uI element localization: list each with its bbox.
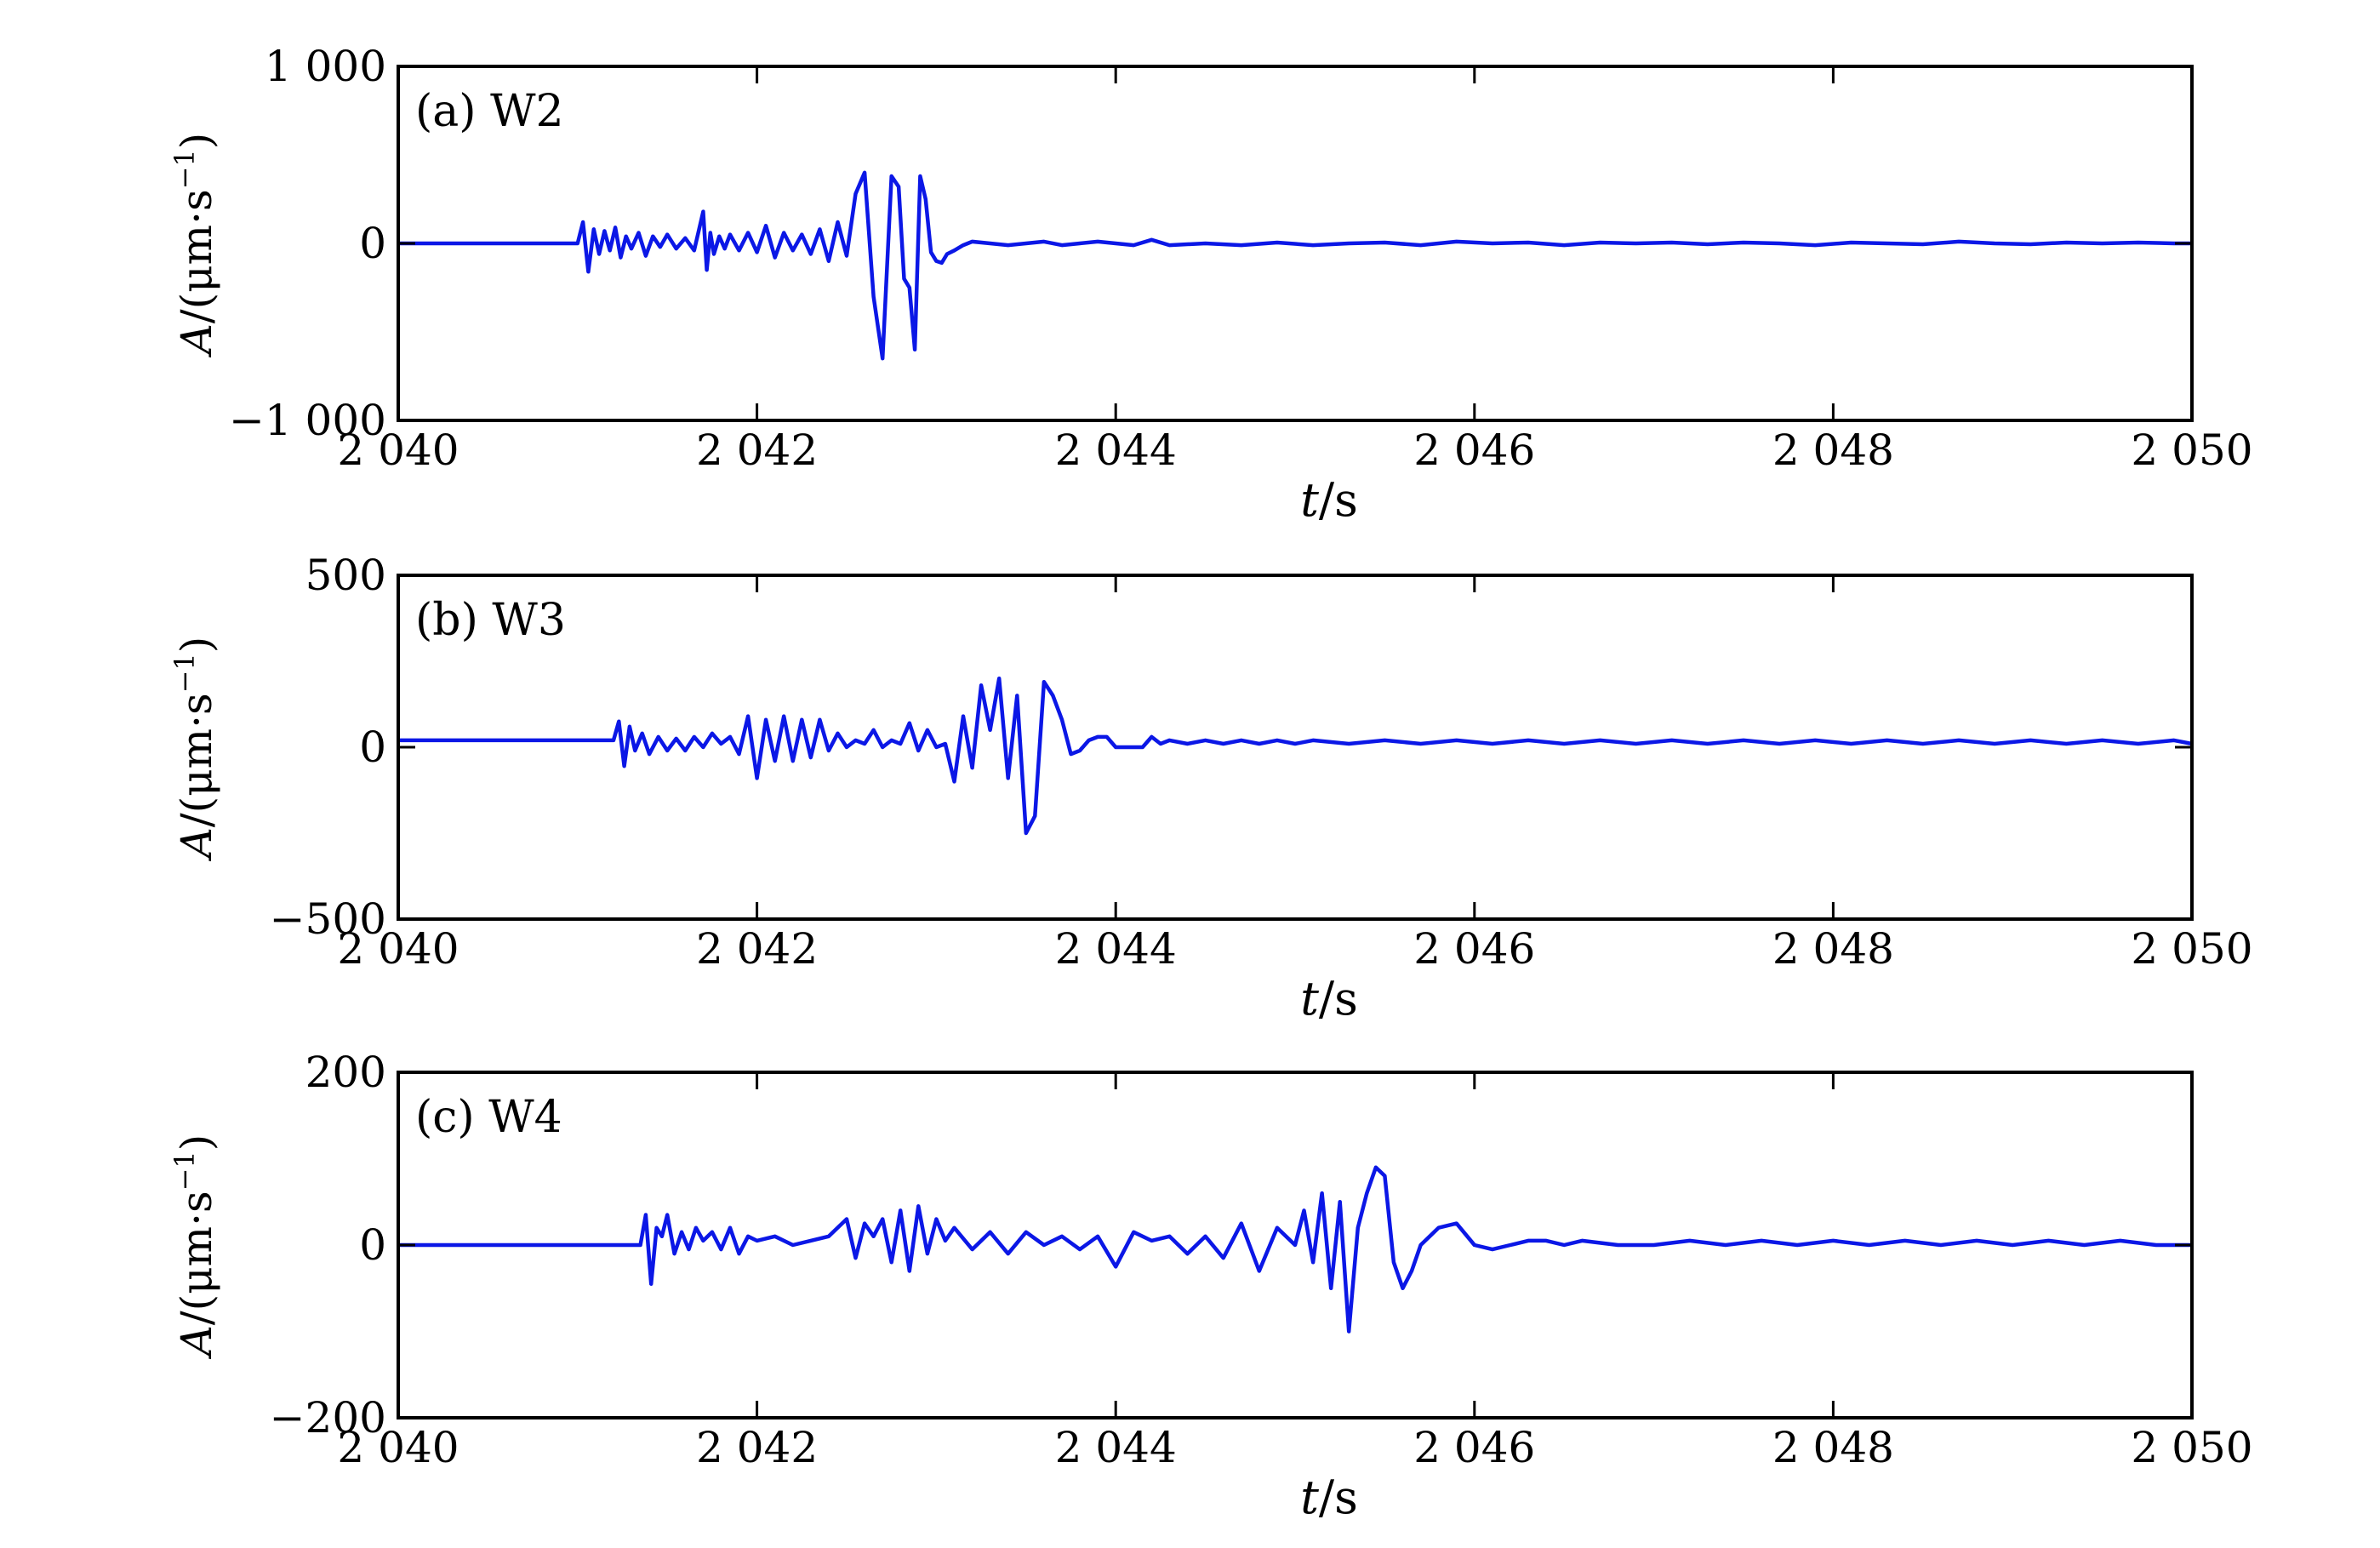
y-tick-label: 200 xyxy=(305,1048,386,1097)
y-axis-label: A/(μm·s−1) xyxy=(168,1134,221,1360)
x-tick-label: 2 046 xyxy=(1413,1423,1535,1472)
x-tick-label: 2 046 xyxy=(1413,426,1535,475)
x-tick-label: 2 048 xyxy=(1772,426,1894,475)
y-tick-label: 0 xyxy=(359,723,386,772)
x-tick-label: 2 042 xyxy=(696,1423,818,1472)
x-tick-label: 2 044 xyxy=(1055,426,1177,475)
y-axis-label: A/(μm·s−1) xyxy=(168,133,221,358)
x-axis-label: t/s xyxy=(1300,1471,1358,1524)
x-tick-label: 2 040 xyxy=(337,426,459,475)
y-tick-label: −1 000 xyxy=(229,396,386,445)
series-line xyxy=(398,170,2192,361)
series-line xyxy=(398,1165,2192,1334)
x-axis-label: t/s xyxy=(1300,473,1358,527)
x-tick-label: 2 040 xyxy=(337,1423,459,1472)
panel-label: (a) W2 xyxy=(415,86,564,137)
y-tick-label: 0 xyxy=(359,1220,386,1270)
x-tick-label: 2 040 xyxy=(337,924,459,974)
series-line xyxy=(398,676,2193,836)
panel-1: 2 040 2 042 2 044 2 046 2 048 2 050 −1 000 0 1 0… xyxy=(168,42,2253,527)
x-tick-label: 2 042 xyxy=(696,426,818,475)
panel-label: (c) W4 xyxy=(415,1092,562,1143)
y-axis-label: A/(μm·s−1) xyxy=(168,637,221,862)
panel-2: 2 040 2 042 2 044 2 046 2 048 2 050 −500 0 500 (b… xyxy=(168,551,2253,1025)
x-tick-label: 2 048 xyxy=(1772,924,1894,974)
y-tick-label: −200 xyxy=(270,1393,386,1442)
x-tick-label: 2 048 xyxy=(1772,1423,1894,1472)
y-tick-label: 1 000 xyxy=(265,42,386,91)
x-tick-label: 2 044 xyxy=(1055,1423,1177,1472)
x-tick-label: 2 050 xyxy=(2131,924,2252,974)
x-tick-label: 2 042 xyxy=(696,924,818,974)
y-tick-label: 500 xyxy=(305,551,386,600)
panel-3: 2 040 2 042 2 044 2 046 2 048 2 050 −200 0 200 (c… xyxy=(168,1048,2253,1524)
x-tick-label: 2 050 xyxy=(2131,1423,2252,1472)
panel-label: (b) W3 xyxy=(415,595,566,646)
x-tick-label: 2 050 xyxy=(2131,426,2252,475)
y-tick-label: −500 xyxy=(270,894,386,944)
x-tick-label: 2 044 xyxy=(1055,924,1177,974)
x-tick-label: 2 046 xyxy=(1413,924,1535,974)
y-tick-label: 0 xyxy=(359,219,386,268)
x-axis-label: t/s xyxy=(1300,972,1358,1025)
